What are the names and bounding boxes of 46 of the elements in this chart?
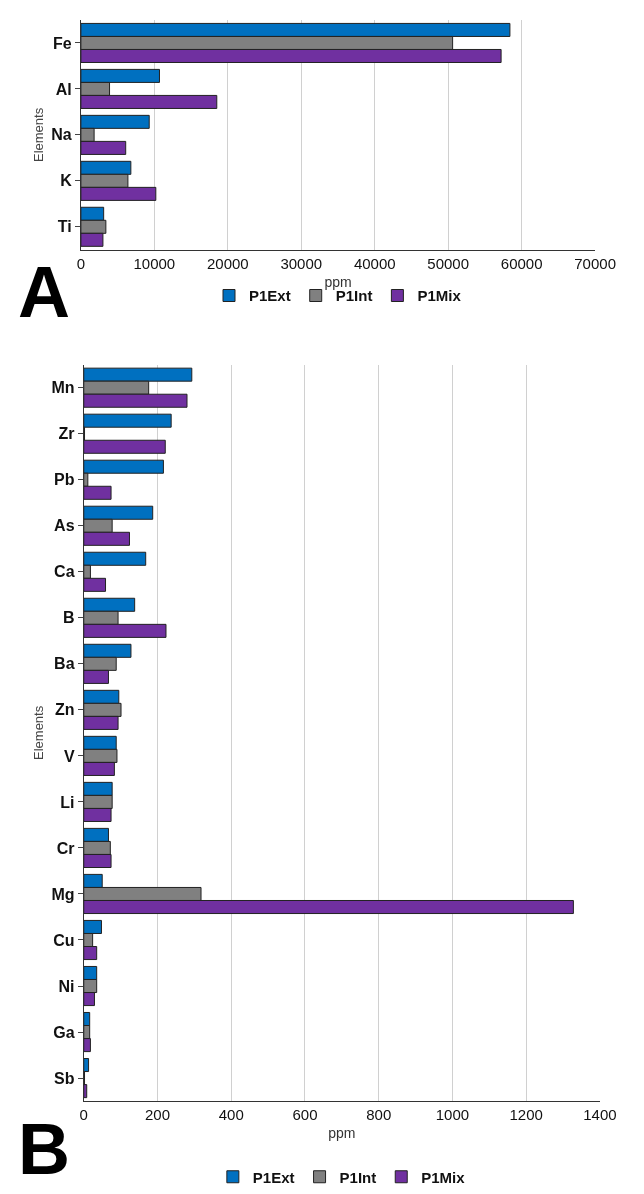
x-tick-label: 20000	[206, 254, 249, 272]
x-tick-label: 1400	[583, 1106, 617, 1124]
y-tick-label: B	[63, 609, 75, 627]
text: A	[18, 252, 70, 332]
y-tick-label: Ga	[53, 1023, 75, 1041]
x-tick-label: 30000	[280, 254, 323, 272]
y-tick-label: Cr	[56, 839, 75, 857]
y-tick-label: Zr	[58, 425, 75, 443]
y-tick-label: Cu	[53, 931, 75, 949]
legend-label: P1Int	[339, 1168, 377, 1186]
y-tick-label: Mg	[51, 885, 75, 903]
x-tick-label: 50000	[427, 254, 470, 272]
x-tick-label: 1200	[509, 1106, 543, 1124]
legend-label: P1Ext	[252, 1168, 295, 1186]
y-tick-label: V	[63, 747, 75, 765]
legend-label: P1Ext	[249, 287, 291, 305]
legend-label: P1Mix	[421, 1168, 466, 1186]
x-tick-label: 0	[79, 1106, 88, 1124]
y-tick-label: Fe	[53, 34, 72, 52]
y-axis-title: Elements	[31, 705, 47, 760]
y-tick-label: Mn	[51, 379, 75, 397]
y-tick-label: Na	[51, 126, 72, 144]
y-tick-label: Ca	[54, 563, 75, 581]
legend-label: P1Mix	[417, 287, 462, 305]
x-tick-label: 40000	[353, 254, 396, 272]
y-tick-label: Ti	[57, 218, 72, 236]
x-tick-label: 1000	[435, 1106, 470, 1124]
y-tick-label: Zn	[55, 701, 75, 719]
x-tick-label: 800	[366, 1106, 392, 1124]
y-tick-label: Sb	[54, 1069, 75, 1087]
y-tick-label: Al	[55, 80, 72, 98]
x-tick-label: 200	[145, 1106, 171, 1124]
y-axis-title: Elements	[31, 107, 47, 162]
x-axis-title: ppm	[328, 1125, 356, 1142]
y-tick-label: K	[60, 172, 73, 190]
y-tick-label: Li	[60, 793, 75, 811]
x-tick-label: 60000	[500, 254, 543, 272]
x-tick-label: 70000	[574, 254, 616, 272]
y-tick-label: Ni	[58, 977, 75, 995]
x-tick-label: 10000	[133, 254, 176, 272]
y-tick-label: Pb	[54, 471, 75, 489]
y-tick-label: As	[54, 517, 75, 535]
x-tick-label: 600	[292, 1106, 318, 1124]
y-tick-label: Ba	[54, 655, 75, 673]
x-tick-label: 400	[218, 1106, 244, 1124]
x-tick-label: 0	[76, 254, 86, 272]
